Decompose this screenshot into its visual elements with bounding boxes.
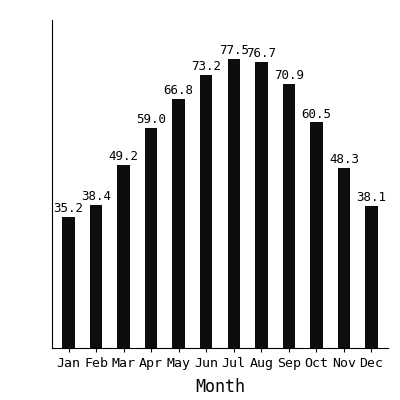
Bar bbox=[62, 217, 75, 348]
Bar bbox=[200, 75, 212, 348]
Text: 35.2: 35.2 bbox=[54, 202, 84, 215]
Text: 60.5: 60.5 bbox=[301, 108, 331, 121]
Text: 77.5: 77.5 bbox=[219, 44, 249, 57]
Text: 38.4: 38.4 bbox=[81, 190, 111, 203]
Text: 73.2: 73.2 bbox=[191, 60, 221, 73]
Text: 48.3: 48.3 bbox=[329, 153, 359, 166]
Bar bbox=[338, 168, 350, 348]
Bar bbox=[283, 84, 295, 348]
Text: 38.1: 38.1 bbox=[356, 191, 386, 204]
Bar bbox=[310, 122, 322, 348]
Bar bbox=[118, 165, 130, 348]
X-axis label: Month: Month bbox=[195, 378, 245, 396]
Bar bbox=[255, 62, 268, 348]
Bar bbox=[172, 99, 185, 348]
Bar bbox=[228, 59, 240, 348]
Bar bbox=[90, 205, 102, 348]
Text: 66.8: 66.8 bbox=[164, 84, 194, 97]
Text: 59.0: 59.0 bbox=[136, 113, 166, 126]
Bar bbox=[145, 128, 157, 348]
Text: 70.9: 70.9 bbox=[274, 69, 304, 82]
Text: 76.7: 76.7 bbox=[246, 47, 276, 60]
Text: 49.2: 49.2 bbox=[109, 150, 139, 163]
Bar bbox=[365, 206, 378, 348]
